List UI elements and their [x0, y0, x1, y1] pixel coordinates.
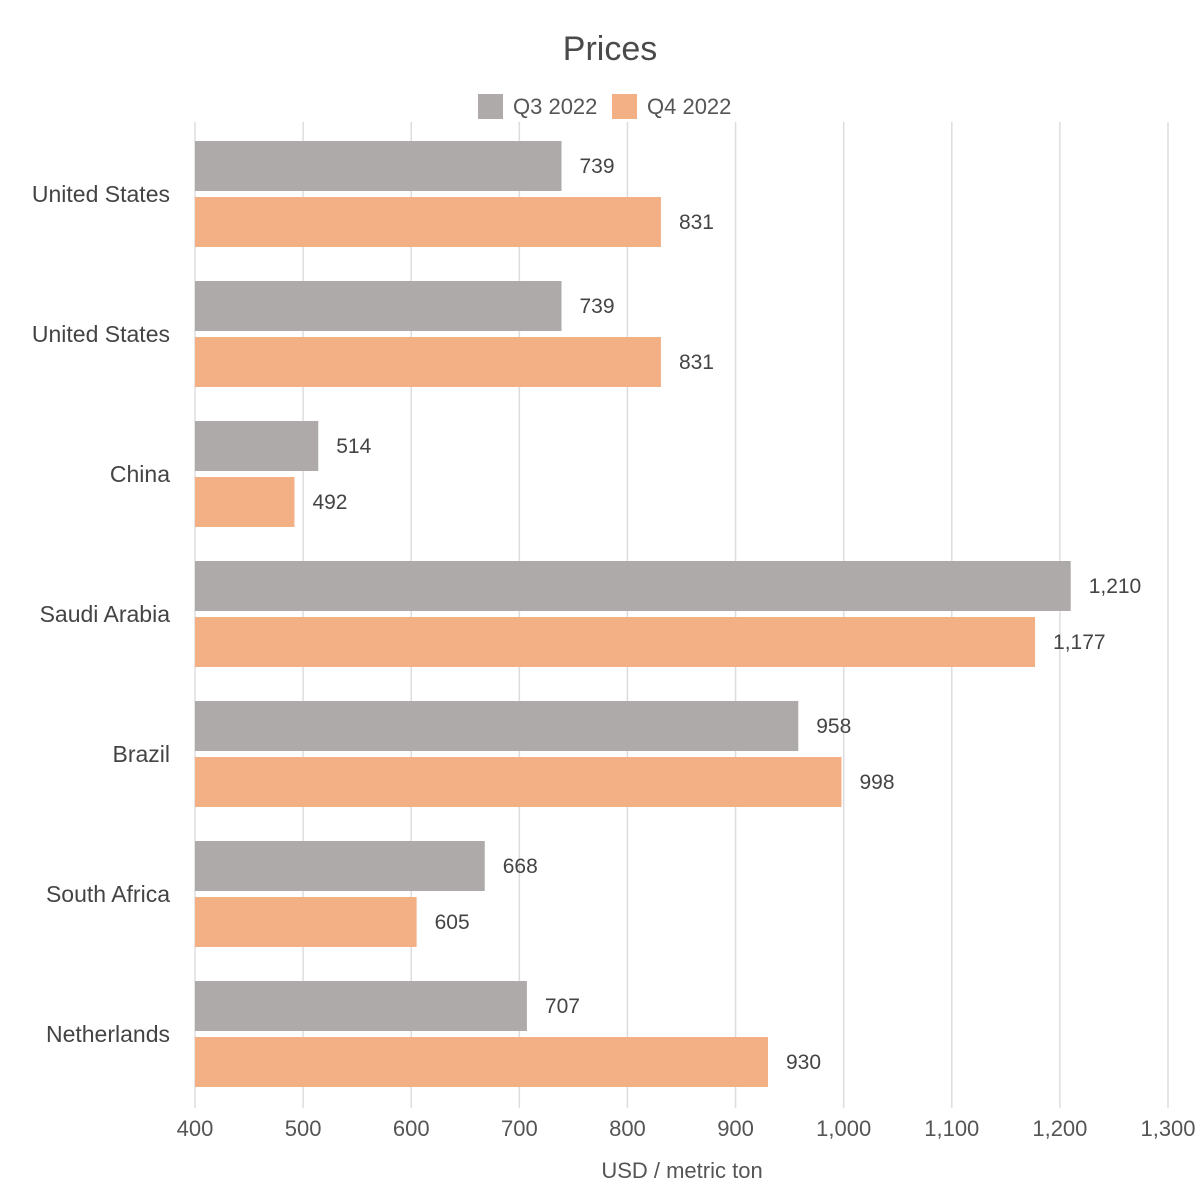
legend-label-q3-2022: Q3 2022: [513, 94, 597, 119]
bar-saudi-arabia-q3-2022: [195, 561, 1071, 611]
x-tick-label-1200: 1,200: [1032, 1116, 1087, 1141]
x-axis-title: USD / metric ton: [601, 1158, 762, 1183]
x-tick-label-900: 900: [717, 1116, 754, 1141]
bar-china-q4-2022: [195, 477, 295, 527]
bar-brazil-q4-2022: [195, 757, 842, 807]
category-label-south-africa: South Africa: [46, 881, 170, 907]
value-label-united-states-q3-2022: 739: [579, 295, 614, 318]
bar-brazil-q3-2022: [195, 701, 799, 751]
x-tick-label-700: 700: [501, 1116, 538, 1141]
gridlines: [194, 122, 1169, 1108]
value-label-saudi-arabia-q4-2022: 1,177: [1053, 631, 1106, 654]
value-label-china-q3-2022: 514: [336, 435, 371, 458]
category-label-netherlands: Netherlands: [46, 1021, 170, 1047]
x-tick-label-1100: 1,100: [924, 1116, 979, 1141]
legend-label-q4-2022: Q4 2022: [647, 94, 731, 119]
bar-netherlands-q4-2022: [195, 1037, 768, 1087]
x-tick-label-500: 500: [285, 1116, 322, 1141]
value-label-south-africa-q3-2022: 668: [503, 855, 538, 878]
bars: [195, 141, 1071, 1087]
bar-united-states-q4-2022: [195, 337, 661, 387]
value-label-netherlands-q3-2022: 707: [545, 995, 580, 1018]
bar-saudi-arabia-q4-2022: [195, 617, 1036, 667]
bar-united-states-q4-2022: [195, 197, 661, 247]
value-label-netherlands-q4-2022: 930: [786, 1051, 821, 1074]
category-label-brazil: Brazil: [112, 741, 170, 767]
value-label-united-states-q4-2022: 831: [679, 211, 714, 234]
value-label-brazil-q4-2022: 998: [860, 771, 895, 794]
value-label-china-q4-2022: 492: [312, 491, 347, 514]
category-labels: United States United States China Saudi Ara…: [32, 181, 170, 1047]
x-tick-label-1000: 1,000: [816, 1116, 871, 1141]
category-label-united-states: United States: [32, 181, 170, 207]
value-labels: 739 831 739 831 514 492 1,210 1,177 958 998 668 605…: [312, 155, 1141, 1074]
category-label-china: China: [110, 461, 170, 487]
category-label-united-states: United States: [32, 321, 170, 347]
value-label-saudi-arabia-q3-2022: 1,210: [1089, 575, 1142, 598]
x-tick-label-600: 600: [393, 1116, 430, 1141]
value-label-united-states-q4-2022: 831: [679, 351, 714, 374]
x-tick-label-800: 800: [609, 1116, 646, 1141]
value-label-brazil-q3-2022: 958: [816, 715, 851, 738]
x-tick-label-1300: 1,300: [1140, 1116, 1195, 1141]
value-label-united-states-q3-2022: 739: [579, 155, 614, 178]
legend-swatch-q3-2022: [478, 94, 503, 119]
bar-united-states-q3-2022: [195, 281, 562, 331]
bar-united-states-q3-2022: [195, 141, 562, 191]
bar-south-africa-q3-2022: [195, 841, 485, 891]
x-axis-ticks: 400 500 600 700 800 900 1,000 1,100 1,200 1,300: [177, 1116, 1196, 1141]
category-label-saudi-arabia: Saudi Arabia: [40, 601, 171, 627]
x-tick-label-400: 400: [177, 1116, 214, 1141]
bar-china-q3-2022: [195, 421, 319, 471]
chart-title: Prices: [563, 30, 657, 68]
bar-south-africa-q4-2022: [195, 897, 417, 947]
bar-netherlands-q3-2022: [195, 981, 527, 1031]
legend: Q3 2022 Q4 2022: [478, 94, 731, 119]
value-label-south-africa-q4-2022: 605: [435, 911, 470, 934]
legend-swatch-q4-2022: [612, 94, 637, 119]
